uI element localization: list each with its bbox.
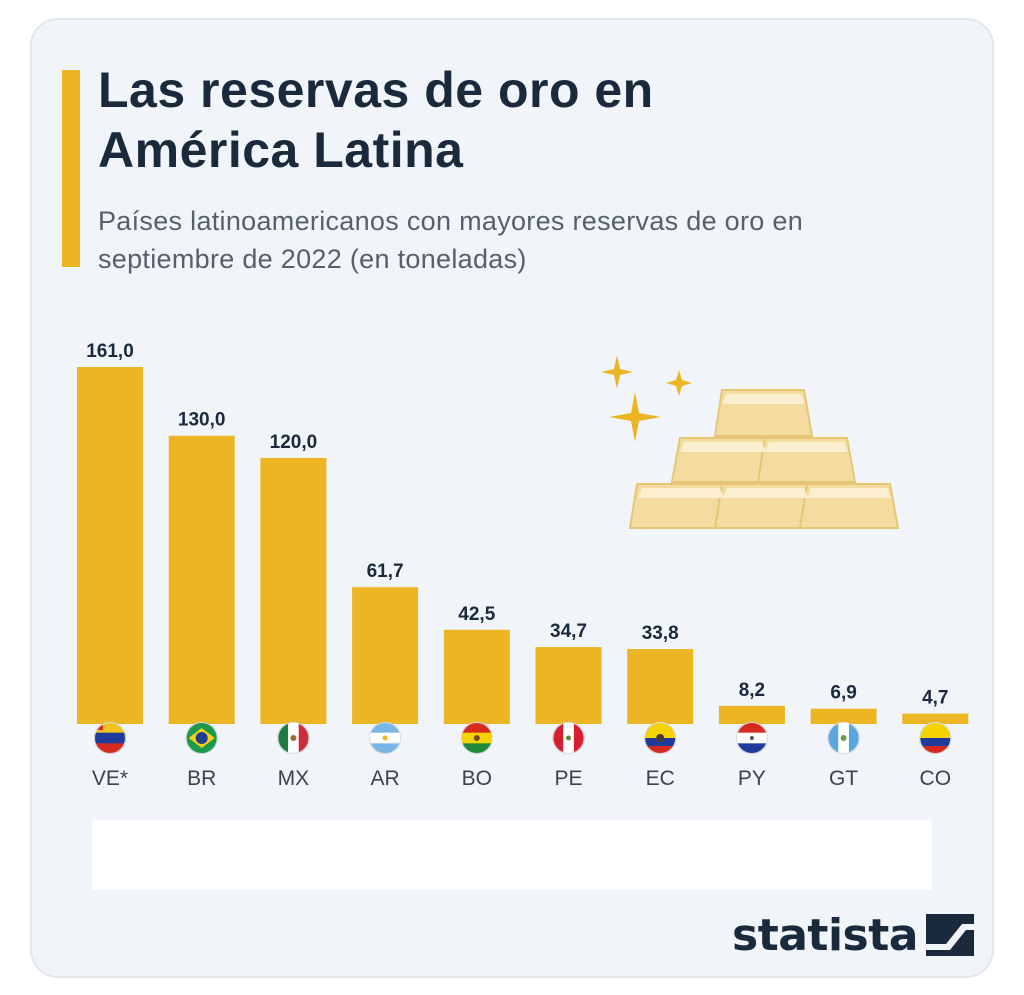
- flag-outline: [185, 722, 218, 754]
- category-label: CO: [920, 767, 952, 790]
- ecuador-flag-icon: [644, 722, 677, 754]
- title-accent-bar: [62, 70, 80, 267]
- value-label: 8,2: [739, 680, 765, 701]
- bars-layer: 161,0 VE* 130,0 BR 120,0 MX 61,7 AR 42,5 BO 34,7 PE…: [77, 341, 969, 790]
- bar-mx: [260, 457, 327, 724]
- category-label: EC: [646, 767, 675, 790]
- infographic-card: Las reservas de oro en América Latina Pa…: [30, 18, 994, 978]
- value-label: 161,0: [86, 341, 134, 362]
- category-label: AR: [371, 767, 400, 790]
- bar-co: [902, 713, 969, 724]
- bar-pe: [535, 647, 602, 724]
- sparkle-icon: [601, 355, 692, 442]
- guatemala-flag-icon: [827, 722, 860, 754]
- category-label: PE: [554, 767, 582, 790]
- bar-bo: [443, 629, 510, 724]
- bar-gt: [810, 708, 877, 724]
- bar-py: [718, 705, 785, 724]
- value-label: 42,5: [458, 604, 495, 625]
- mexico-flag-icon: [277, 722, 310, 754]
- page-subtitle: Países latinoamericanos con mayores rese…: [98, 206, 804, 274]
- flag-outline: [369, 722, 402, 754]
- flag-outline: [277, 722, 310, 754]
- brand-name: statista: [732, 909, 918, 961]
- bar-ar: [352, 587, 419, 724]
- category-label: BR: [187, 767, 216, 790]
- gold-ingot-stack: [628, 389, 900, 529]
- bar-br: [168, 435, 235, 724]
- flag-outline: [552, 722, 585, 754]
- peru-flag-icon: [552, 722, 585, 754]
- value-label: 33,8: [642, 623, 679, 644]
- value-label: 61,7: [367, 561, 404, 582]
- argentina-flag-icon: [369, 722, 402, 754]
- flag-outline: [94, 722, 126, 754]
- category-label: MX: [278, 767, 310, 790]
- colombia-flag-icon: [919, 722, 952, 754]
- paraguay-flag-icon: [735, 722, 768, 754]
- flag-outline: [644, 722, 677, 754]
- gold-bars-icon: [601, 355, 900, 529]
- bar-ec: [627, 649, 694, 724]
- statista-logo: statista: [732, 900, 974, 970]
- value-label: 6,9: [830, 683, 856, 704]
- value-label: 34,7: [550, 621, 587, 642]
- flag-outline: [460, 722, 493, 754]
- flag-outline: [735, 722, 768, 754]
- page-title: Las reservas de oro en América Latina: [98, 62, 654, 178]
- category-label: VE*: [92, 767, 128, 790]
- category-label: GT: [829, 767, 858, 790]
- value-label: 130,0: [178, 410, 226, 431]
- category-label: BO: [462, 767, 492, 790]
- flag-outline: [827, 722, 860, 754]
- value-label: 4,7: [922, 688, 948, 709]
- bottom-fade: [92, 820, 932, 890]
- category-label: PY: [738, 767, 766, 790]
- statista-mark-icon: [925, 914, 974, 956]
- bolivia-flag-icon: [460, 722, 493, 754]
- flag-outline: [919, 722, 952, 754]
- value-label: 120,0: [270, 432, 318, 453]
- bar-ve: [77, 367, 143, 724]
- bar-chart: 161,0 VE* 130,0 BR 120,0 MX 61,7 AR 42,5 BO 34,7 PE…: [77, 341, 969, 790]
